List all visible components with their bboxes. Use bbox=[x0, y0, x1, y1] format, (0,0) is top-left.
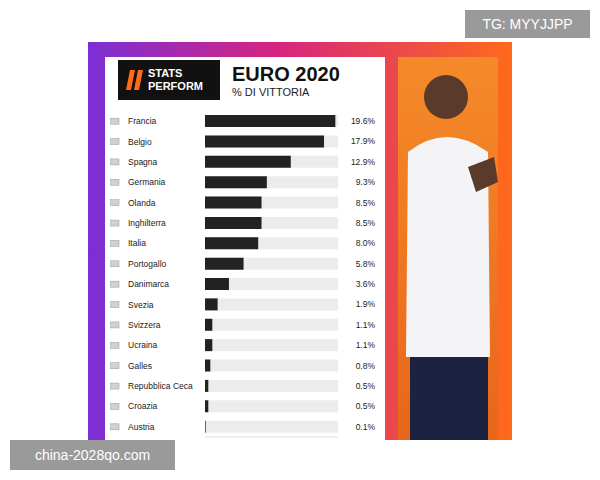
svg-text:Svizzera: Svizzera bbox=[128, 320, 161, 330]
svg-text:9.3%: 9.3% bbox=[356, 177, 376, 187]
svg-text:8.5%: 8.5% bbox=[356, 198, 376, 208]
html-text:TG: MYYJJPP: TG: MYYJJPP bbox=[482, 16, 573, 32]
svg-text:8.0%: 8.0% bbox=[356, 238, 376, 248]
svg-text:Belgio: Belgio bbox=[128, 137, 152, 147]
svg-text:19.6%: 19.6% bbox=[351, 116, 376, 126]
html-text:china-2028qo.com: china-2028qo.com bbox=[34, 447, 151, 463]
svg-text:Francia: Francia bbox=[128, 116, 157, 126]
svg-text:0.8%: 0.8% bbox=[356, 361, 376, 371]
html-text:STATS PERFORM: STATS PERFORM bbox=[148, 67, 203, 92]
svg-text:Repubblica Ceca: Repubblica Ceca bbox=[128, 381, 193, 391]
svg-text:1.1%: 1.1% bbox=[356, 340, 376, 350]
html-text:% DI VITTORIA: % DI VITTORIA bbox=[232, 86, 310, 98]
svg-text:Spagna: Spagna bbox=[128, 157, 158, 167]
svg-text:Svezia: Svezia bbox=[128, 300, 154, 310]
svg-text:Galles: Galles bbox=[128, 361, 152, 371]
svg-text:0.5%: 0.5% bbox=[356, 381, 376, 391]
svg-text:Austria: Austria bbox=[128, 422, 155, 432]
svg-text:1.9%: 1.9% bbox=[356, 299, 376, 309]
svg-text:8.5%: 8.5% bbox=[356, 218, 376, 228]
svg-text:Germania: Germania bbox=[128, 177, 166, 187]
svg-text:1.1%: 1.1% bbox=[356, 320, 376, 330]
svg-text:Inghilterra: Inghilterra bbox=[128, 218, 166, 228]
svg-text:0.5%: 0.5% bbox=[356, 401, 376, 411]
svg-text:Ucraina: Ucraina bbox=[128, 340, 158, 350]
svg-text:5.8%: 5.8% bbox=[356, 259, 376, 269]
svg-text:3.6%: 3.6% bbox=[356, 279, 376, 289]
svg-text:0.1%: 0.1% bbox=[356, 422, 376, 432]
html-text:EURO 2020: EURO 2020 bbox=[232, 63, 340, 85]
svg-text:Croazia: Croazia bbox=[128, 401, 158, 411]
svg-text:Danimarca: Danimarca bbox=[128, 279, 169, 289]
svg-text:Olanda: Olanda bbox=[128, 198, 156, 208]
svg-text:12.9%: 12.9% bbox=[351, 157, 376, 167]
svg-text:Italia: Italia bbox=[128, 238, 146, 248]
svg-text:17.9%: 17.9% bbox=[351, 136, 376, 146]
svg-text:Portogallo: Portogallo bbox=[128, 259, 167, 269]
